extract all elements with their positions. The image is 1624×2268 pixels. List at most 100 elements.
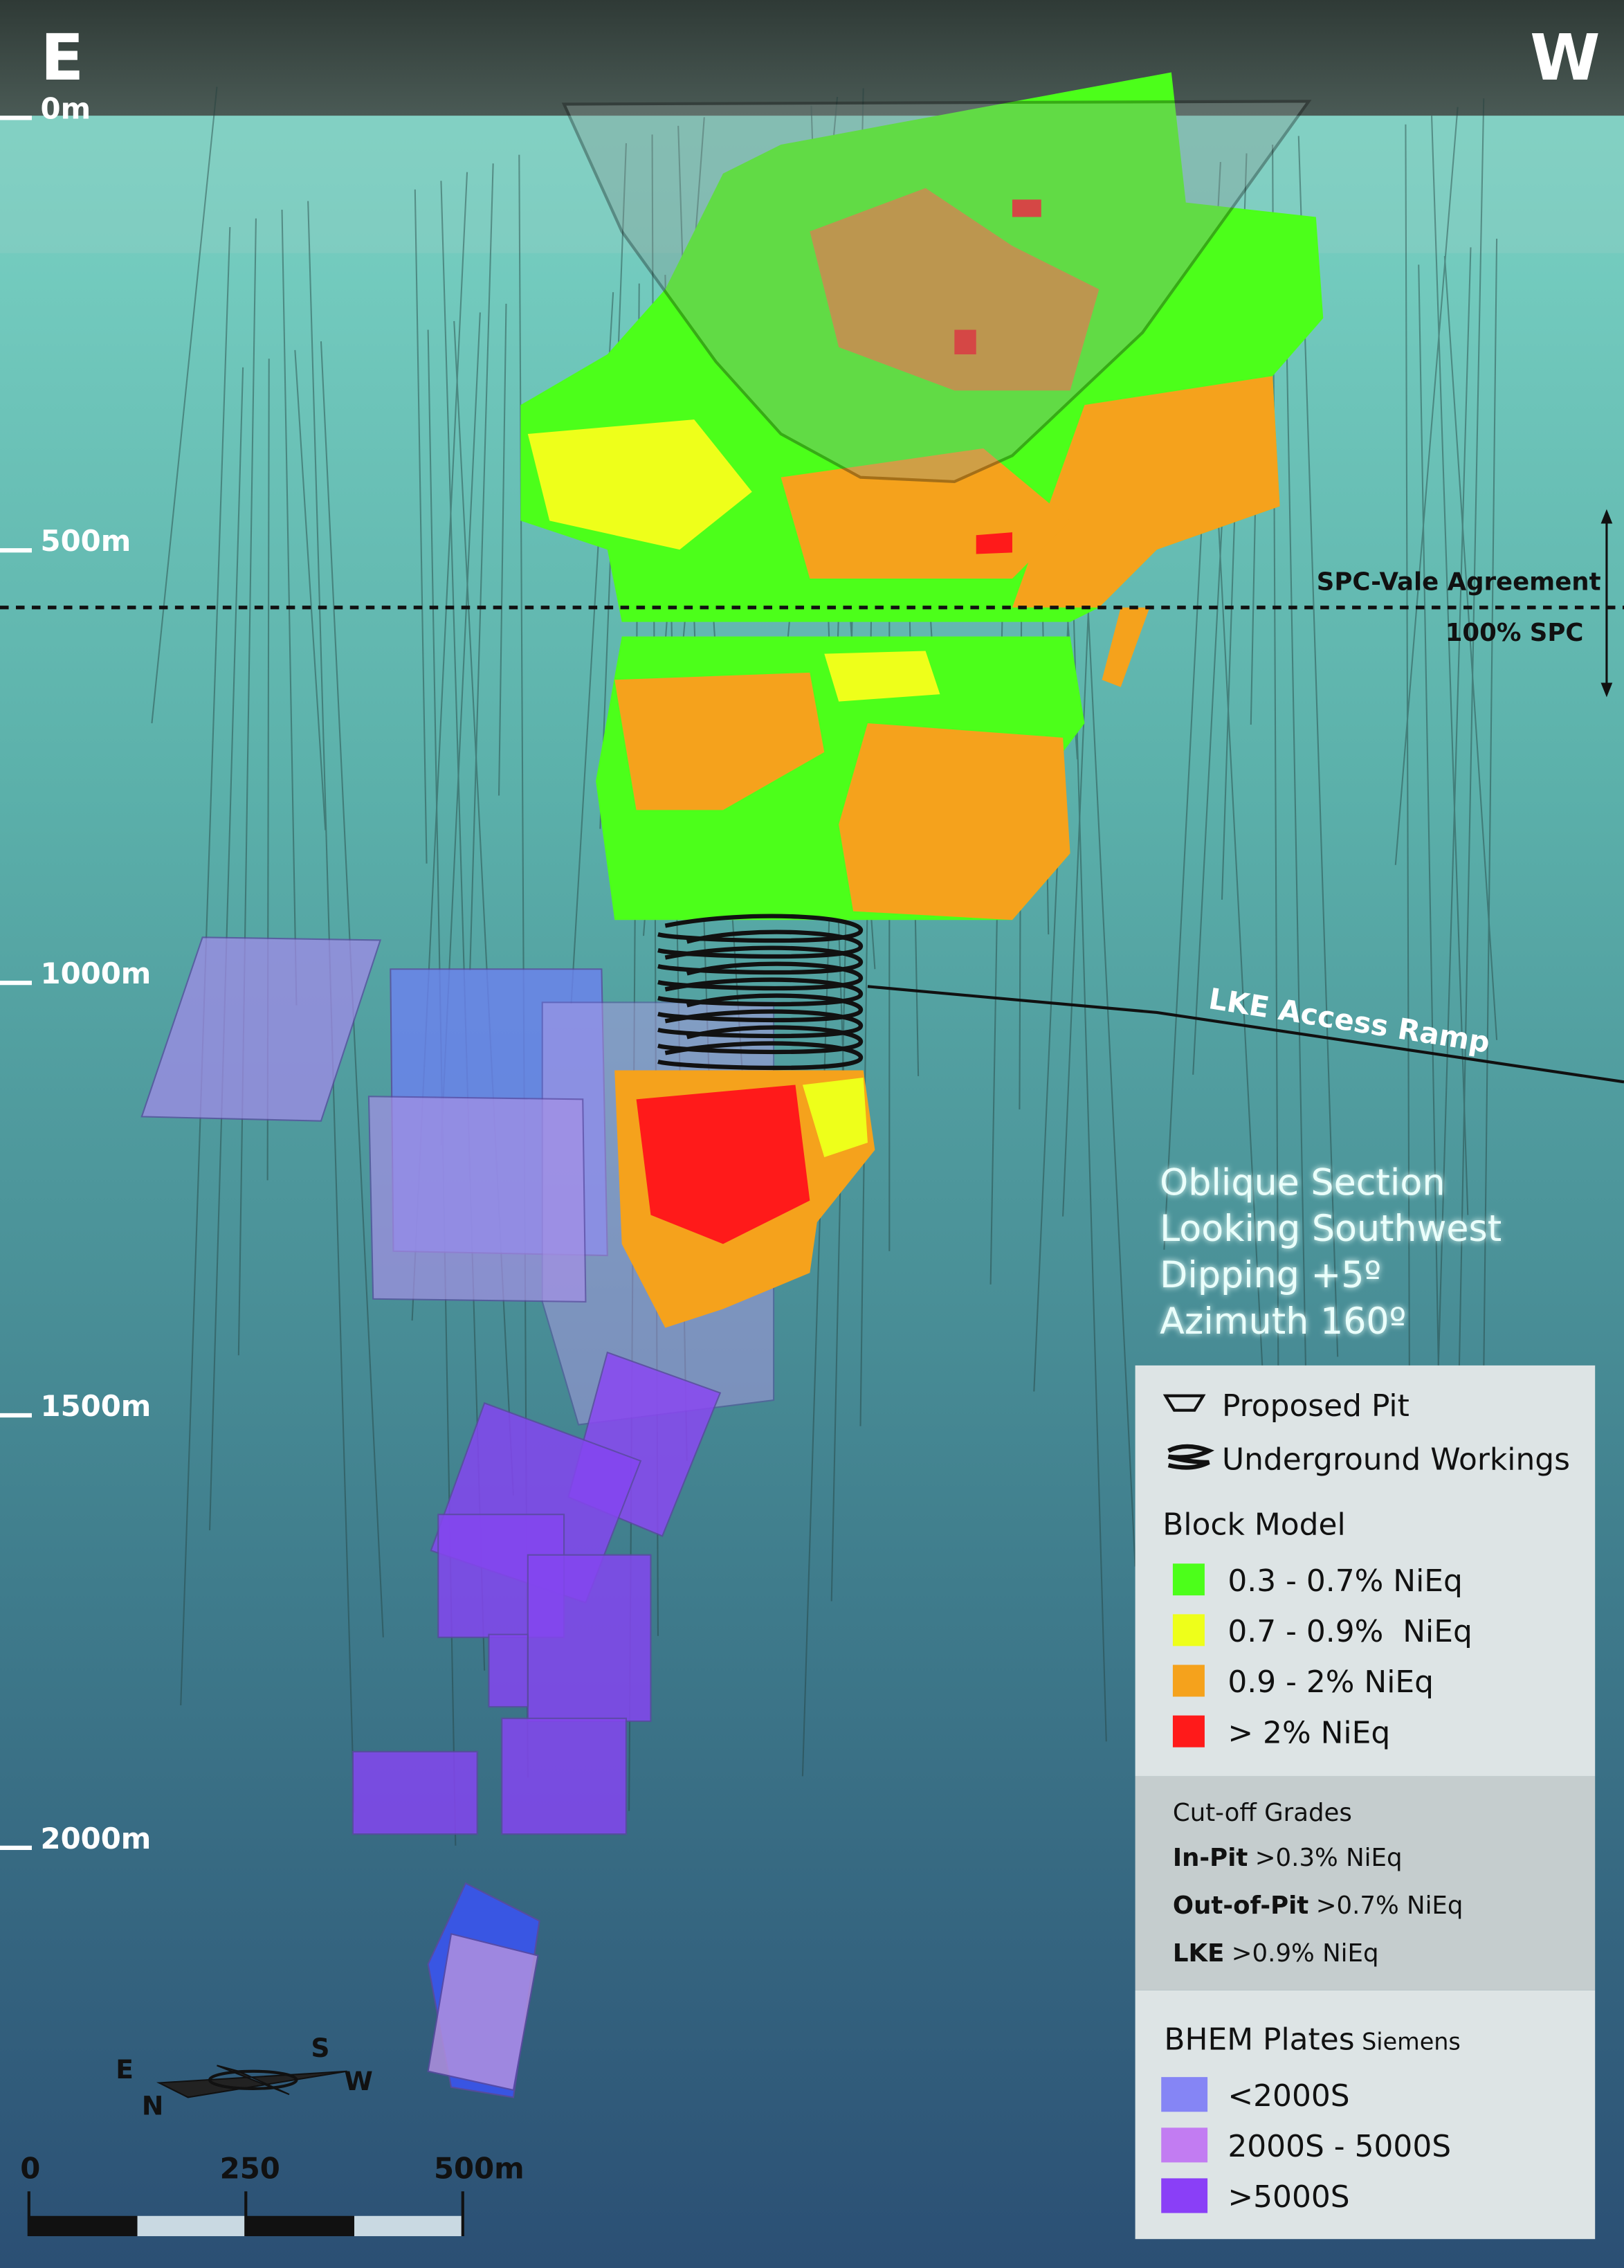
proposed-pit: [561, 100, 1312, 484]
legend-swatch: [1161, 2178, 1208, 2213]
drill-holes-part: [1418, 264, 1440, 1390]
cutoff-row: LKE >0.9% NiEq: [1173, 1939, 1379, 1968]
scale-label: 0: [20, 2151, 40, 2185]
bhem-title-part: BHEM Plates: [1164, 2022, 1354, 2057]
block-model-part: [636, 1085, 810, 1244]
header: E W: [41, 21, 1600, 95]
direction-label: E: [41, 21, 84, 95]
depth-label: 2000m: [41, 1822, 152, 1856]
legend-part: [1162, 1394, 1206, 1412]
access-ramp-part: [867, 985, 1624, 1084]
legend-label: <2000S: [1228, 2078, 1349, 2114]
compass-label: W: [344, 2066, 372, 2096]
compass-label: E: [116, 2054, 134, 2085]
info-line: Azimuth 160º: [1160, 1301, 1406, 1343]
legend-label: 2000S - 5000S: [1228, 2129, 1451, 2164]
boundary-label: SPC-Vale Agreement: [1317, 568, 1601, 597]
drill-holes-part: [469, 163, 494, 971]
bhem-plates-part: [352, 1750, 478, 1835]
cutoff-row-part: Out-of-Pit: [1173, 1891, 1308, 1920]
underground-workings: [657, 914, 863, 1071]
legend-label: Proposed Pit: [1222, 1388, 1409, 1424]
legend-part: [1135, 1365, 1596, 1777]
drill-holes-part: [1430, 116, 1469, 1215]
bhem-plates-part: [427, 1932, 539, 2092]
block-model-part: [1012, 376, 1280, 608]
compass-part: [208, 2069, 298, 2090]
depth-label: 1500m: [41, 1389, 152, 1423]
scale-label: 250: [220, 2151, 280, 2185]
block-model-part: [824, 651, 940, 702]
background-part: [0, 0, 1624, 116]
legend: Proposed Pit Underground Workings Block …: [1135, 1365, 1596, 2240]
drill-holes-part: [237, 218, 257, 1356]
depth-scale-part: [0, 1845, 32, 1851]
depth-scale-part: [0, 980, 32, 986]
legend-label: 0.3 - 0.7% NiEq: [1228, 1563, 1463, 1599]
scale-bar-part: [354, 2215, 463, 2237]
legend-swatch: [1172, 1715, 1205, 1748]
bhem-plates-part: [140, 936, 382, 1122]
drill-holes-part: [498, 303, 507, 796]
depth-label: 500m: [41, 524, 131, 558]
drill-holes-part: [1405, 124, 1411, 1566]
boundary-part: [1600, 509, 1613, 524]
scale-label: 500m: [434, 2151, 524, 2185]
depth-label: 0m: [41, 91, 91, 125]
block-model-part: [810, 188, 1100, 391]
legend-swatch: [1161, 2128, 1208, 2163]
scale-bar-part: [137, 2215, 246, 2237]
block-model-part: [839, 723, 1070, 920]
depth-scale-part: [0, 1413, 32, 1418]
bhem-plates-part: [488, 1633, 529, 1708]
legend-label: Underground Workings: [1222, 1442, 1570, 1477]
cutoff-title: Cut-off Grades: [1173, 1799, 1352, 1827]
legend-part: [1135, 1776, 1596, 1990]
cutoff-row-part: >0.9% NiEq: [1232, 1939, 1379, 1968]
scale-bar: 0 250 500m: [20, 2151, 524, 2237]
boundary-part: [1600, 682, 1613, 698]
drill-holes-part: [151, 87, 218, 724]
block-model-part: [614, 672, 825, 810]
block-model-part: [527, 419, 752, 550]
legend-part: [1167, 1444, 1215, 1470]
bhem-plates-part: [527, 1554, 652, 1723]
cutoff-row-part: LKE: [1173, 1939, 1224, 1968]
boundary-below-label: 100% SPC: [1445, 619, 1584, 647]
block-model-part: [954, 329, 976, 355]
compass-part: [156, 2065, 347, 2098]
info-line: Looking Southwest: [1160, 1208, 1502, 1250]
bhem-title: BHEM Plates Siemens: [1164, 2022, 1460, 2057]
legend-label: 0.9 - 2% NiEq: [1228, 1664, 1434, 1700]
cutoff-row-part: >0.3% NiEq: [1255, 1844, 1403, 1872]
drill-holes-part: [1481, 238, 1498, 1498]
info-line: Oblique Section: [1160, 1162, 1445, 1204]
legend-swatch: [1172, 1614, 1205, 1646]
compass: E S W N: [116, 2033, 373, 2121]
bhem-title-part: Siemens: [1362, 2028, 1461, 2055]
depth-scale: 0m 500m 1000m 1500m 2000m: [0, 91, 151, 1856]
block-model-part: [802, 1077, 868, 1157]
depth-label: 1000m: [41, 956, 152, 990]
section-info: Oblique Section Looking Southwest Dippin…: [1160, 1162, 1502, 1343]
block-model: [520, 72, 1324, 1328]
underground-workings-part: [657, 914, 863, 1071]
cutoff-row-part: In-Pit: [1173, 1844, 1248, 1872]
drill-holes-part: [1394, 107, 1459, 865]
legend-label: 0.7 - 0.9% NiEq: [1228, 1614, 1472, 1649]
scale-bar-part: [28, 2215, 138, 2237]
legend-title: Block Model: [1162, 1507, 1345, 1542]
legend-swatch: [1161, 2077, 1208, 2112]
proposed-pit-part: [561, 100, 1312, 484]
cutoff-row: Out-of-Pit >0.7% NiEq: [1173, 1891, 1463, 1920]
drill-holes-part: [294, 350, 327, 831]
block-model-part: [976, 532, 1012, 554]
bhem-plates-part: [367, 1096, 587, 1303]
boundary: SPC-Vale Agreement 100% SPC: [0, 509, 1624, 698]
bhem-plates-part: [501, 1717, 627, 1835]
legend-swatch: [1172, 1563, 1205, 1596]
drill-holes-part: [1443, 255, 1498, 1040]
drill-holes-part: [1284, 284, 1310, 1532]
